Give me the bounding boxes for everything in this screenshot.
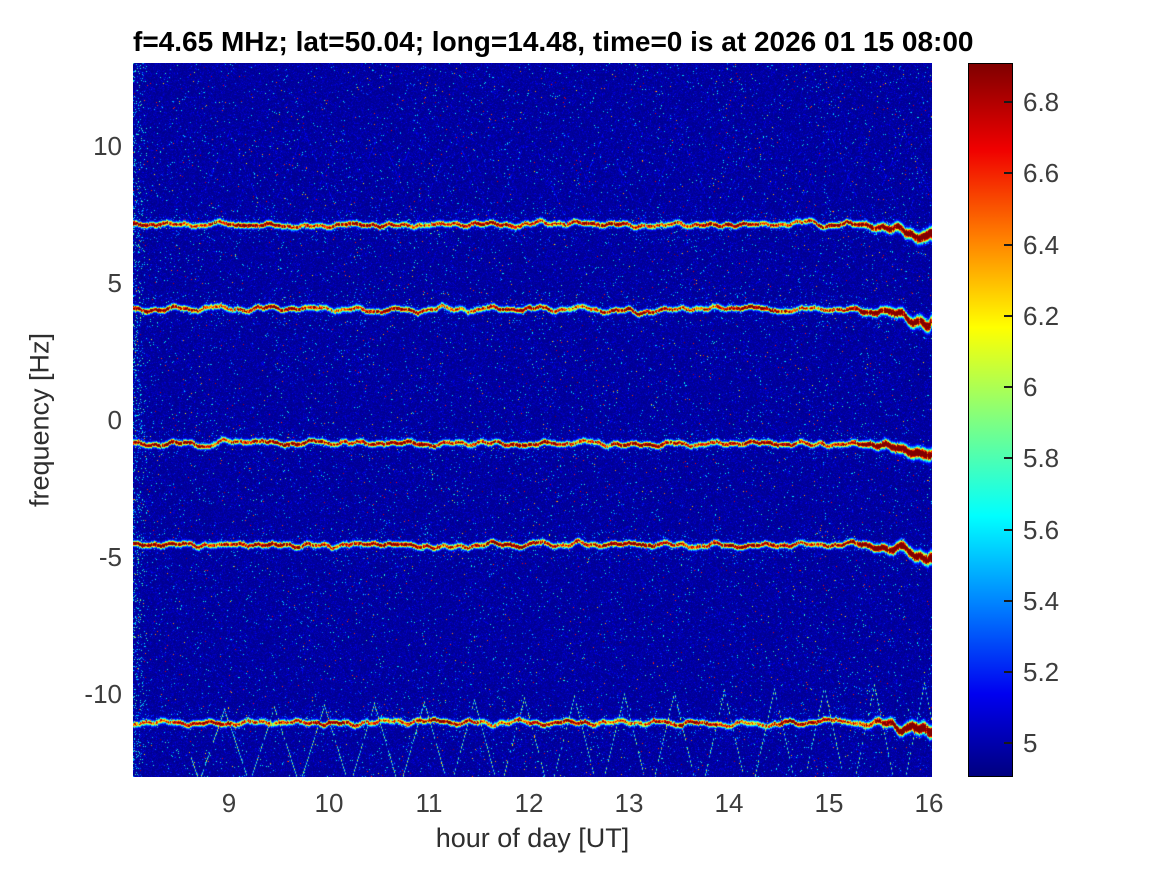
colorbar-tick-mark xyxy=(1004,243,1012,246)
x-tick-label: 10 xyxy=(314,788,344,818)
spectrogram-heatmap xyxy=(133,63,932,777)
x-tick-label: 13 xyxy=(614,788,644,818)
colorbar-tick-label: 6 xyxy=(1023,372,1038,403)
colorbar-tick-label: 5.8 xyxy=(1023,443,1060,474)
colorbar-tick-label: 6.8 xyxy=(1023,87,1060,118)
x-tick-label: 12 xyxy=(514,788,544,818)
x-tick-label: 15 xyxy=(814,788,844,818)
y-tick-label: -10 xyxy=(84,678,122,709)
x-tick-label: 11 xyxy=(415,788,443,818)
colorbar-tick-label: 6.2 xyxy=(1023,300,1060,331)
colorbar-tick-mark xyxy=(1004,742,1012,745)
colorbar-tick-mark xyxy=(1004,314,1012,317)
x-tick-label: 14 xyxy=(714,788,744,818)
colorbar-tick-mark xyxy=(1004,528,1012,531)
colorbar-tick-label: 6.4 xyxy=(1023,229,1060,260)
colorbar-tick-mark xyxy=(1004,101,1012,104)
x-tick-label: 16 xyxy=(914,788,944,818)
colorbar-tick-mark xyxy=(1004,670,1012,673)
y-tick-label: 0 xyxy=(107,405,122,435)
colorbar xyxy=(968,63,1013,777)
colorbar-tick-mark xyxy=(1004,172,1012,175)
colorbar-tick-label: 5.6 xyxy=(1023,514,1060,545)
x-tick-label: 9 xyxy=(221,788,237,818)
y-tick-label: -5 xyxy=(98,541,122,572)
x-axis-label: hour of day [UT] xyxy=(435,823,630,853)
colorbar-tick-label: 5.4 xyxy=(1023,585,1060,616)
y-tick-label: 5 xyxy=(107,268,122,299)
colorbar-tick-mark xyxy=(1004,457,1012,460)
colorbar-tick-mark xyxy=(1004,599,1012,602)
y-tick-label: 10 xyxy=(93,131,122,162)
colorbar-tick-mark xyxy=(1004,386,1012,389)
colorbar-tick-label: 5 xyxy=(1023,728,1038,759)
plot-title: f=4.65 MHz; lat=50.04; long=14.48, time=… xyxy=(133,26,974,57)
y-axis-label: frequency [Hz] xyxy=(24,332,55,508)
colorbar-tick-label: 6.6 xyxy=(1023,158,1060,189)
colorbar-tick-label: 5.2 xyxy=(1023,656,1060,687)
